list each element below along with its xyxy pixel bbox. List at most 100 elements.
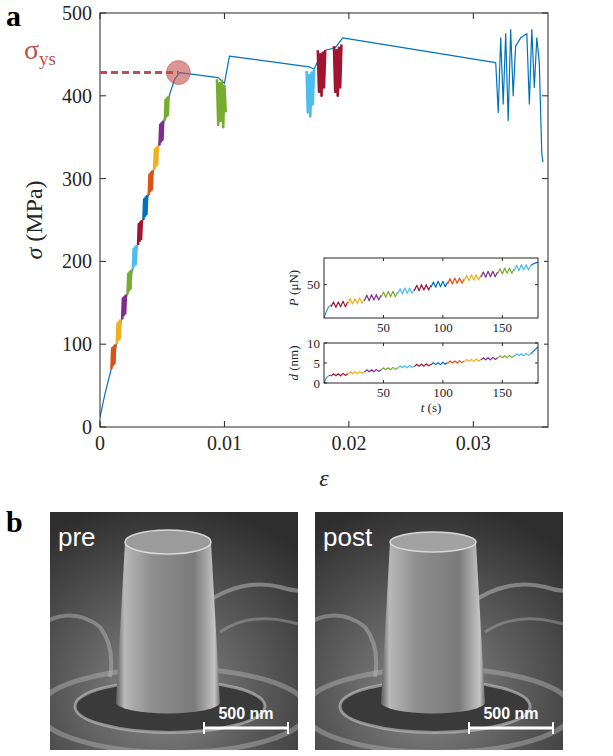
figure: 00.010.020.030100200300400500εσ (MPa)σys… [0, 0, 613, 756]
y-tick [542, 178, 548, 179]
x-tick-label: 0.02 [331, 432, 366, 454]
x-tick-label: 50 [377, 320, 390, 335]
x-tick [348, 13, 349, 19]
axis-title: ε [319, 465, 329, 491]
y-tick-label: 300 [62, 168, 92, 190]
y-tick-label: 0 [82, 416, 92, 438]
series-line [464, 275, 481, 281]
y-tick [535, 284, 538, 285]
x-tick [473, 421, 474, 427]
x-tick [502, 315, 503, 318]
axis-title-part: (MPa) [21, 180, 47, 247]
scale-bar-label: 500 nm [218, 705, 273, 722]
y-tick [324, 363, 327, 364]
series-line [143, 195, 147, 220]
sem-content [315, 512, 563, 750]
y-tick [100, 95, 106, 96]
x-tick [502, 380, 503, 383]
plot-background [324, 343, 538, 383]
series-line [398, 288, 415, 294]
x-tick [224, 13, 225, 19]
x-tick-label: 0 [95, 432, 105, 454]
x-tick [383, 315, 384, 318]
series-line [331, 373, 348, 376]
series-line [498, 355, 515, 358]
y-tick-label: 0 [314, 376, 321, 391]
series-line [217, 79, 226, 127]
scale-bar [204, 727, 288, 730]
y-tick [324, 284, 327, 285]
y-tick-label: 200 [62, 250, 92, 272]
series-line [122, 295, 126, 320]
series-line [307, 69, 314, 116]
y-tick [535, 363, 538, 364]
yield-label-symbol: σ [24, 34, 39, 65]
x-tick-label: 0.01 [207, 432, 242, 454]
series-line [398, 365, 415, 368]
series-line [498, 268, 515, 274]
series-line [318, 50, 325, 96]
series-line [464, 359, 481, 362]
pillar-top [390, 532, 476, 552]
series-line [381, 291, 398, 297]
image-label: pre [58, 522, 96, 552]
series-line [149, 170, 153, 195]
series-line [159, 121, 163, 146]
axes-frame [324, 258, 538, 318]
sem-content [50, 512, 298, 750]
axis-title-part: P [286, 298, 301, 307]
y-tick [542, 13, 548, 14]
axis-title-part: (s) [424, 400, 441, 415]
y-tick-label: 500 [62, 2, 92, 24]
y-tick-label: 5 [314, 356, 321, 371]
series-line [128, 270, 132, 295]
series-line [531, 262, 538, 265]
y-tick-label: 100 [62, 333, 92, 355]
y-tick [100, 344, 106, 345]
series-line [348, 298, 365, 304]
series-line [514, 265, 531, 271]
series-line [381, 367, 398, 370]
x-tick [502, 258, 503, 261]
scale-bar [287, 722, 289, 734]
ridge [465, 582, 563, 607]
sem-background [315, 512, 563, 750]
x-tick [383, 343, 384, 346]
series-line [481, 271, 498, 277]
x-tick [100, 13, 101, 19]
axis-title-part: (μN) [286, 270, 301, 298]
series-line [133, 245, 137, 270]
series-line [531, 347, 538, 354]
y-tick [100, 261, 106, 262]
ridge [200, 582, 298, 607]
ridge [220, 612, 298, 632]
x-tick [442, 343, 443, 346]
x-tick [224, 421, 225, 427]
y-tick [100, 427, 106, 428]
scale-bar [468, 722, 470, 734]
series-line [165, 96, 169, 121]
series-line [514, 353, 531, 356]
y-tick [100, 178, 106, 179]
series-line [117, 319, 121, 344]
y-tick [324, 383, 327, 384]
series-line [431, 281, 448, 287]
series-line [154, 145, 158, 170]
x-tick [348, 421, 349, 427]
axes-frame [100, 13, 548, 427]
series-line [448, 361, 465, 364]
pillar [116, 542, 220, 713]
yield-label-subscript: ys [39, 48, 56, 69]
x-tick [502, 343, 503, 346]
series-line [481, 357, 498, 360]
axis-title: P (μN) [286, 270, 301, 307]
y-tick [100, 13, 106, 14]
series-line [414, 285, 431, 291]
x-tick [442, 258, 443, 261]
series-line [111, 344, 115, 369]
x-tick [383, 380, 384, 383]
axes-frame [324, 343, 538, 383]
x-tick [383, 258, 384, 261]
y-tick [535, 383, 538, 384]
scale-bar-label: 500 nm [483, 705, 538, 722]
